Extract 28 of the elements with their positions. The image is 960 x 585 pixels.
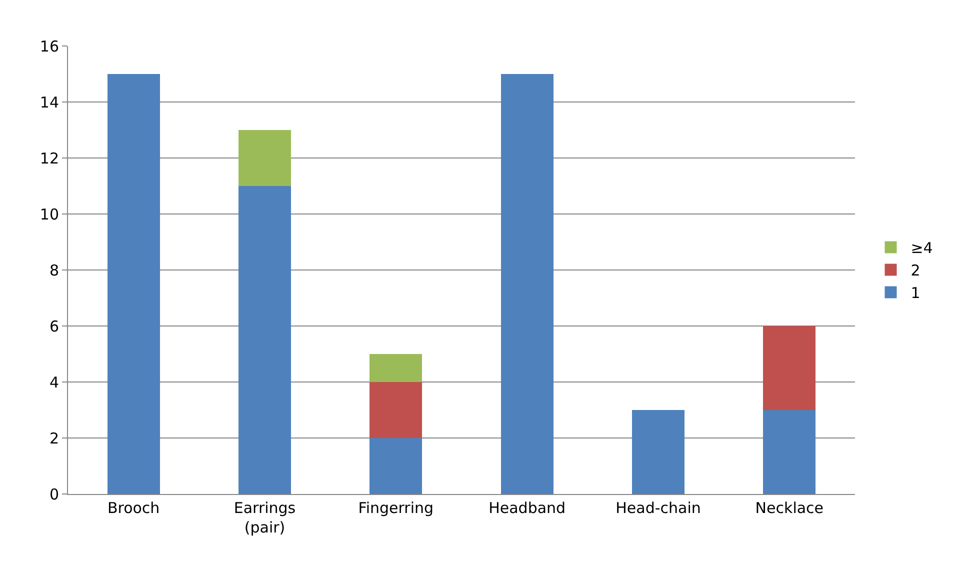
x-tick-label: Headband xyxy=(488,499,566,517)
bar xyxy=(763,410,816,494)
bar xyxy=(632,410,684,494)
legend-label: 2 xyxy=(910,262,920,280)
y-tick-label: 4 xyxy=(49,373,59,392)
x-tick-label: Head-chain xyxy=(616,499,701,517)
y-tick-label: 2 xyxy=(49,429,59,448)
y-tick-label: 6 xyxy=(49,317,59,336)
bar xyxy=(107,74,160,494)
y-tick-label: 12 xyxy=(40,149,59,168)
bar xyxy=(238,130,291,186)
y-tick-label: 10 xyxy=(40,205,59,224)
y-tick-label: 0 xyxy=(49,485,59,504)
y-tick-label: 8 xyxy=(49,261,59,280)
y-tick-label: 16 xyxy=(40,37,59,56)
x-tick-label: Fingerring xyxy=(358,499,434,517)
bar xyxy=(238,186,291,494)
bar xyxy=(500,74,554,494)
legend-label: 1 xyxy=(910,284,920,302)
legend-label: ≥4 xyxy=(910,239,933,258)
bar xyxy=(370,438,422,494)
bar xyxy=(370,382,422,438)
x-tick-label: Necklace xyxy=(755,499,824,517)
y-tick-label: 14 xyxy=(40,93,59,112)
bar xyxy=(370,354,422,382)
x-tick-label: Earrings (pair) xyxy=(234,499,296,536)
x-tick-label: Brooch xyxy=(107,499,160,517)
bar xyxy=(763,326,816,410)
